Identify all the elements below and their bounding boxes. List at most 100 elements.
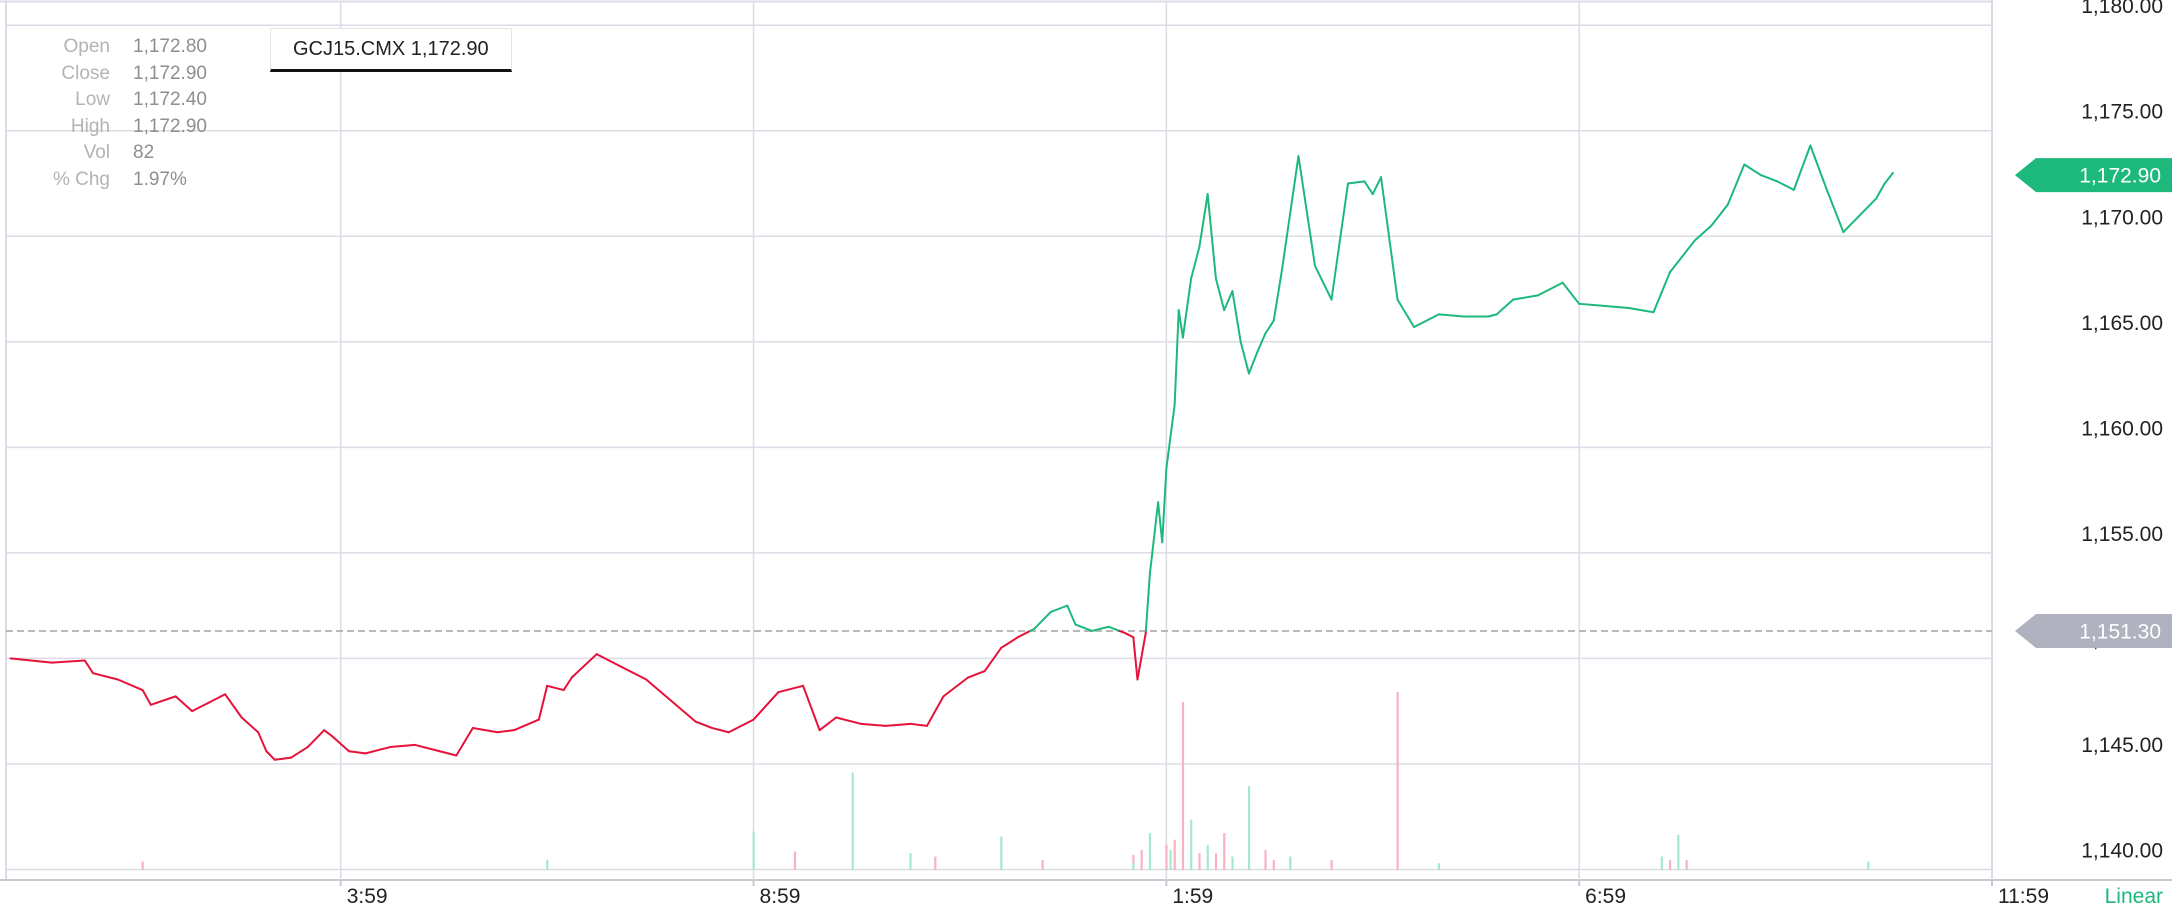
price-line-segment bbox=[1132, 636, 1139, 681]
price-line-segment bbox=[1602, 304, 1630, 310]
y-tick-label: 1,180.00 bbox=[2081, 0, 2163, 18]
price-line-segment bbox=[983, 646, 1003, 673]
ohlc-label-low: Low bbox=[75, 89, 110, 110]
price-line-segment bbox=[306, 729, 326, 749]
price-line-segment bbox=[257, 731, 268, 753]
last-price-badge: 1,172.90 bbox=[2015, 158, 2172, 193]
price-line-segment bbox=[9, 657, 53, 664]
price-line-segment bbox=[513, 718, 540, 732]
price-line-segment bbox=[537, 684, 549, 721]
price-line-segment bbox=[1363, 180, 1374, 196]
x-tick-label: 3:59 bbox=[347, 885, 388, 908]
last-price-badge-text: 1,172.90 bbox=[2079, 165, 2161, 188]
price-line-segment bbox=[1776, 180, 1795, 191]
price-line-segment bbox=[1136, 632, 1147, 681]
price-line-segment bbox=[1842, 214, 1861, 234]
price-line-segment bbox=[116, 678, 144, 692]
ohlc-row-open: Open 1,172.80 bbox=[30, 34, 207, 61]
ohlc-value-open: 1,172.80 bbox=[133, 36, 207, 57]
volume-bar bbox=[1264, 849, 1267, 870]
price-line-segment bbox=[1726, 163, 1746, 206]
volume-bars bbox=[141, 691, 1870, 870]
volume-bar bbox=[1165, 844, 1168, 870]
ohlc-label-open: Open bbox=[63, 36, 110, 57]
price-line-segment bbox=[909, 722, 928, 727]
price-line-segment bbox=[1198, 193, 1209, 248]
volume-bar bbox=[1214, 853, 1218, 870]
reference-price-badge-text: 1,151.30 bbox=[2079, 620, 2161, 643]
price-line-segment bbox=[1413, 313, 1440, 329]
ohlc-label-volume: Vol bbox=[83, 142, 110, 163]
price-line-segment bbox=[331, 735, 350, 753]
price-line-segment bbox=[777, 684, 805, 694]
volume-bar bbox=[1677, 834, 1680, 870]
y-tick-label: 1,160.00 bbox=[2081, 417, 2163, 440]
price-line-segment bbox=[620, 665, 648, 681]
volume-bar bbox=[1685, 859, 1688, 870]
ohlc-value-low: 1,172.40 bbox=[133, 89, 207, 110]
price-line-segment bbox=[141, 689, 152, 706]
price-line-segment bbox=[323, 729, 334, 738]
price-line-segment bbox=[1223, 290, 1234, 312]
scale-toggle[interactable]: Linear bbox=[2105, 885, 2163, 908]
price-line-segment bbox=[83, 659, 95, 675]
volume-bar bbox=[1173, 839, 1176, 870]
volume-bar bbox=[1330, 859, 1333, 870]
volume-bar bbox=[1132, 854, 1135, 870]
price-line-segment bbox=[859, 722, 887, 727]
volume-bar bbox=[1289, 856, 1292, 870]
price-line-segment bbox=[1710, 203, 1729, 227]
ohlc-label-change: % Chg bbox=[52, 168, 110, 190]
volume-bar bbox=[1132, 863, 1135, 870]
price-line-segment bbox=[1561, 281, 1581, 305]
reference-price-badge-shape bbox=[2015, 613, 2172, 648]
price-line-segment bbox=[273, 756, 293, 761]
ohlc-label-close: Close bbox=[61, 62, 110, 84]
price-line-segment bbox=[1107, 625, 1121, 632]
price-line-segment bbox=[1165, 404, 1176, 470]
price-line-segment bbox=[1371, 176, 1383, 196]
volume-bar bbox=[934, 856, 937, 870]
volume-bar bbox=[909, 853, 912, 870]
price-line-segment bbox=[1074, 623, 1094, 632]
price-line-segment bbox=[942, 676, 970, 698]
x-tick-label: 11:59 bbox=[1998, 885, 2049, 908]
y-tick-label: 1,140.00 bbox=[2081, 839, 2163, 862]
price-line-segment bbox=[240, 716, 260, 734]
price-line-segment bbox=[1743, 163, 1762, 177]
price-line-segment bbox=[1512, 294, 1539, 301]
price-line-segment bbox=[1247, 351, 1259, 375]
volume-bar bbox=[1223, 833, 1226, 870]
price-line-segment bbox=[562, 676, 573, 692]
price-line-segment bbox=[1239, 340, 1250, 375]
price-badges: 1,172.90 1,151.30 bbox=[2015, 158, 2172, 648]
price-line-segment bbox=[1124, 632, 1135, 639]
price-series bbox=[9, 144, 1894, 761]
volume-bar bbox=[1867, 861, 1870, 870]
x-tick-label: 6:59 bbox=[1585, 885, 1626, 908]
price-line-segment bbox=[1437, 313, 1465, 318]
price-line-segment bbox=[1033, 610, 1052, 630]
ohlc-value-volume: 82 bbox=[133, 142, 155, 163]
price-line-segment bbox=[1396, 298, 1416, 329]
y-tick-label: 1,170.00 bbox=[2081, 206, 2163, 229]
y-axis: 1,180.00 1,175.00 1,170.00 1,165.00 1,160.00… bbox=[2081, 0, 2163, 862]
volume-bar bbox=[1272, 859, 1275, 870]
price-line-segment bbox=[1347, 180, 1366, 185]
x-tick-label: 1:59 bbox=[1172, 885, 1213, 908]
ohlc-row-high: High 1,172.90 bbox=[30, 114, 207, 141]
price-line-segment bbox=[967, 670, 986, 679]
price-line-segment bbox=[1487, 313, 1498, 318]
price-line-segment bbox=[1000, 636, 1019, 649]
price-line-segment bbox=[802, 684, 821, 732]
price-line-segment bbox=[1256, 332, 1267, 354]
price-line-segment bbox=[835, 716, 862, 725]
last-price-badge-shape bbox=[2015, 158, 2172, 193]
price-line-segment bbox=[1809, 144, 1828, 191]
price-line-segment bbox=[1495, 298, 1515, 316]
price-line-segment bbox=[1177, 309, 1184, 339]
ohlc-value-close: 1,172.90 bbox=[133, 62, 207, 84]
volume-bar bbox=[1247, 786, 1251, 870]
price-line-segment bbox=[471, 727, 499, 734]
